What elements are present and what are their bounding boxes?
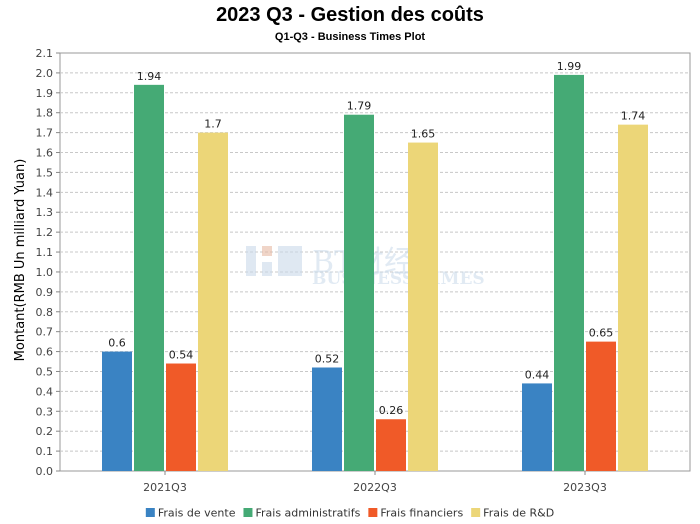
x-axis-categories: 2021Q3 2022Q3 2023Q3: [143, 471, 607, 494]
bar: [522, 383, 552, 471]
x-tick-label: 2022Q3: [353, 481, 397, 494]
y-tick-label: 1.9: [36, 87, 54, 100]
y-tick-label: 1.0: [36, 266, 54, 279]
legend-swatch: [243, 508, 253, 517]
y-tick-label: 0.2: [36, 425, 54, 438]
bar: [102, 351, 132, 471]
y-tick-label: 1.4: [36, 186, 54, 199]
data-label: 0.6: [108, 337, 126, 350]
bar: [618, 124, 648, 472]
y-tick-label: 1.5: [36, 166, 54, 179]
y-tick-label: 1.6: [36, 147, 54, 160]
legend-swatch: [368, 508, 378, 517]
x-tick-label: 2021Q3: [143, 481, 187, 494]
data-label: 0.52: [315, 352, 340, 365]
y-tick-label: 0.6: [36, 346, 54, 359]
y-tick-label: 0.9: [36, 286, 54, 299]
legend-item: Frais de vente: [145, 507, 236, 520]
data-label: 1.74: [621, 110, 646, 123]
bar: [134, 84, 164, 471]
bar: [586, 341, 616, 471]
data-label: 0.26: [379, 404, 404, 417]
y-tick-label: 0.7: [36, 326, 54, 339]
legend-label: Frais de R&D: [483, 507, 554, 520]
y-tick-label: 1.1: [36, 246, 54, 259]
legend-label: Frais financiers: [380, 507, 463, 520]
bar: [376, 419, 406, 471]
legend-label: Frais de vente: [158, 507, 236, 520]
data-label: 1.65: [411, 128, 436, 141]
bar: [198, 132, 228, 471]
data-label: 0.44: [525, 368, 550, 381]
y-tick-label: 2.1: [36, 47, 54, 60]
watermark-subtext: BUSINESS TIMES: [312, 269, 485, 289]
x-tick-label: 2023Q3: [563, 481, 607, 494]
legend-swatch: [471, 508, 481, 517]
bar: [408, 142, 438, 472]
y-tick-label: 1.7: [36, 127, 54, 140]
data-labels: 0.6 1.94 0.54 1.7 0.52 1.79 0.26 1.65 0.44 1.99 0.…: [108, 60, 645, 417]
y-tick-label: 1.8: [36, 107, 54, 120]
y-tick-label: 0.4: [36, 385, 54, 398]
y-tick-label: 2.0: [36, 67, 54, 80]
data-label: 1.99: [557, 60, 582, 73]
plot-area: [59, 52, 691, 472]
legend-item: Frais de R&D: [471, 507, 554, 520]
legend-item: Frais administratifs: [243, 507, 361, 520]
chart-title: 2023 Q3 - Gestion des coûts: [216, 4, 484, 26]
y-tick-label: 1.2: [36, 226, 54, 239]
legend-label: Frais administratifs: [255, 507, 360, 520]
grid-lines: [60, 72, 690, 452]
data-label: 0.54: [169, 349, 194, 362]
data-label: 1.79: [347, 100, 372, 113]
bar: [166, 363, 196, 471]
y-tick-label: 1.3: [36, 206, 54, 219]
chart-subtitle: Q1-Q3 - Business Times Plot: [275, 31, 426, 43]
y-tick-label: 0.3: [36, 405, 54, 418]
bar: [344, 114, 374, 471]
y-axis-label: Montant(RMB Un milliard Yuan): [13, 159, 28, 362]
data-label: 1.94: [137, 70, 162, 83]
legend: Frais de vente Frais administratifs Frais …: [145, 507, 554, 520]
bar: [554, 74, 584, 472]
bt-logo-icon: [246, 246, 302, 276]
data-label: 1.7: [204, 118, 222, 131]
y-tick-label: 0.5: [36, 365, 54, 378]
data-label: 0.65: [589, 327, 614, 340]
y-tick-label: 0.1: [36, 445, 54, 458]
legend-swatch: [145, 508, 155, 517]
bar: [312, 367, 342, 471]
y-axis-ticks: 0.0 0.1 0.2 0.3 0.4 0.5 0.6 0.7 0.8 0.9 1.0 1.1 1.2 1…: [36, 47, 60, 478]
y-tick-label: 0.8: [36, 306, 54, 319]
legend-item: Frais financiers: [368, 507, 463, 520]
bars: [102, 74, 648, 472]
y-tick-label: 0.0: [36, 465, 54, 478]
